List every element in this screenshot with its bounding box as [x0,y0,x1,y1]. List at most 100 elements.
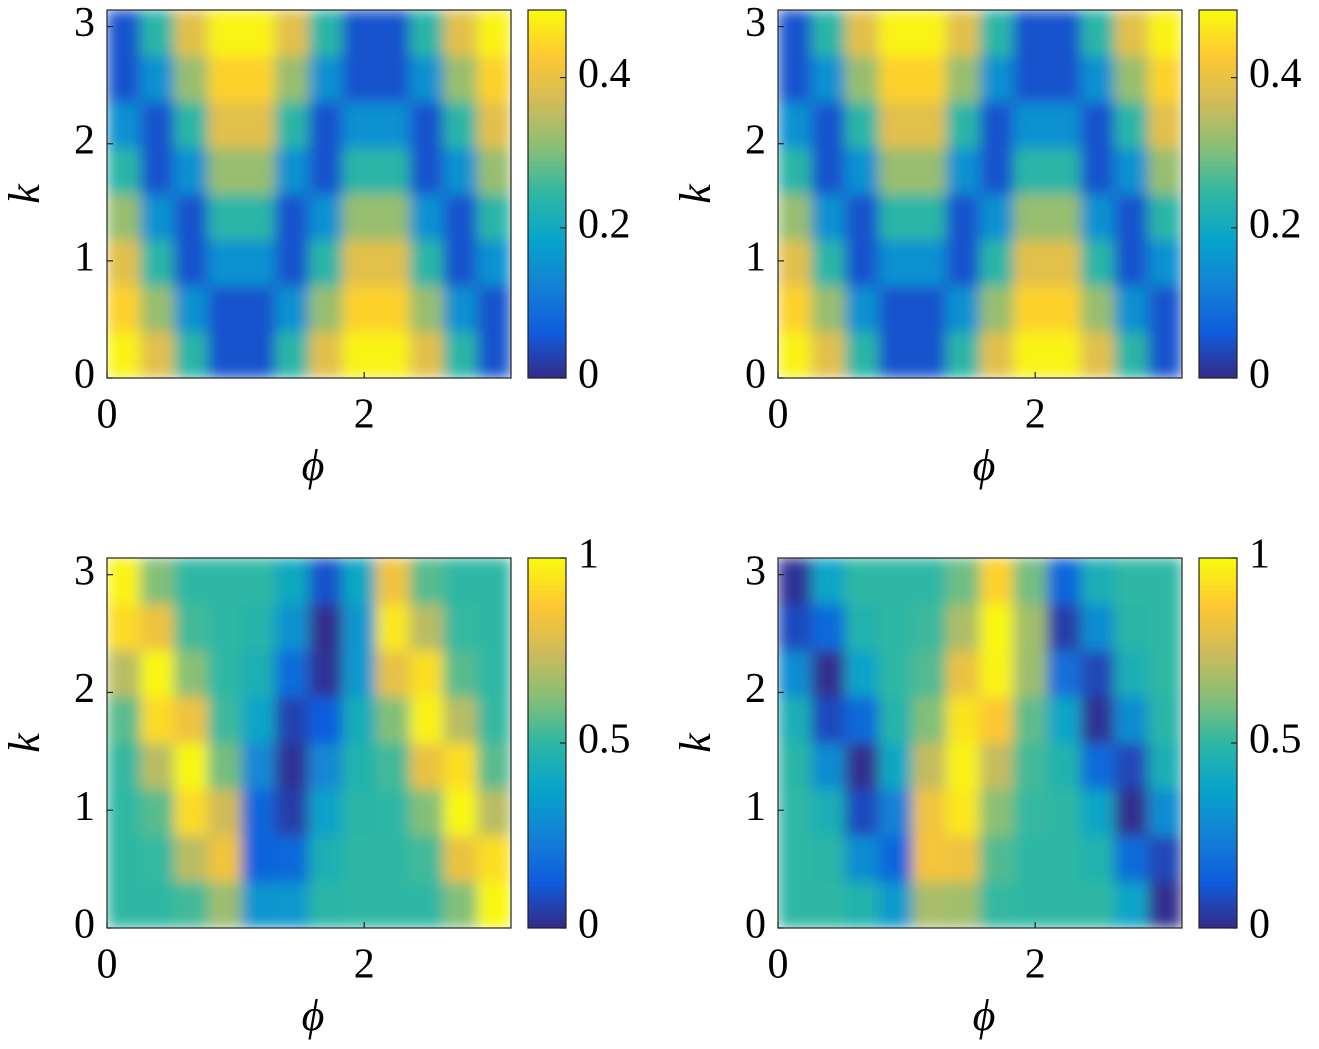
colorbar-slice [528,844,566,850]
heatmap-cell [845,742,880,790]
heatmap-cell [845,558,880,605]
colorbar-slice [528,853,566,859]
heatmap-cell [376,788,411,836]
heatmap-cell [1047,696,1082,744]
colorbar-slice [1199,331,1237,337]
heatmap-cell [241,285,276,333]
heatmap-cell [107,788,141,836]
heatmap-cell [878,881,913,928]
heatmap-cell [477,742,511,790]
colorbar-slice [528,299,566,305]
y-tick-label: 0 [745,902,766,948]
heatmap-cell [811,881,846,928]
colorbar-slice [528,904,566,910]
y-tick-label: 1 [74,235,95,281]
colorbar-slice [528,32,566,38]
heatmap-cell [878,835,913,883]
heatmap-cell [778,742,812,790]
heatmap-cell [342,835,377,883]
colorbar-slice [528,184,566,190]
heatmap-cell [342,193,377,241]
heatmap-cell [308,10,343,57]
heatmap-cell [878,147,913,195]
heatmap-cell [1148,558,1182,605]
heatmap-cell [778,55,812,103]
heatmap-cell [811,788,846,836]
colorbar-slice [1199,14,1237,20]
colorbar-slice [528,687,566,693]
colorbar-slice [528,9,566,15]
colorbar-slice [528,761,566,767]
heatmap-cell [912,788,947,836]
heatmap-cell [878,331,913,378]
colorbar-slice [528,640,566,647]
heatmap-cell [1148,881,1182,928]
heatmap-cell [1114,331,1149,378]
colorbar-slice [528,714,566,721]
colorbar-slice [528,839,566,846]
colorbar-slice [1199,617,1237,624]
heatmap-cell [477,193,511,241]
colorbar-slice [528,359,566,365]
colorbar-slice [528,830,566,836]
heatmap-cell [1047,603,1082,651]
heatmap-cell [878,10,913,57]
heatmap-cell [1080,881,1115,928]
colorbar-slice [1199,821,1237,827]
heatmap-cell [140,835,175,883]
heatmap-cell [376,742,411,790]
heatmap-cell [308,239,343,287]
heatmap-cell [845,788,880,836]
heatmap-cell [1047,147,1082,195]
colorbar-slice [1199,816,1237,822]
colorbar-tick-label: 0.5 [578,717,631,763]
heatmap-cell [409,285,444,333]
heatmap-cell [409,331,444,378]
heatmap-cell [1114,788,1149,836]
heatmap-cell [778,558,812,605]
heatmap-cell [1148,147,1182,195]
colorbar-slice [1199,193,1237,199]
heatmap-cell [207,55,242,103]
heatmap-cell [376,193,411,241]
heatmap-cell [912,742,947,790]
heatmap-cells [778,10,1182,378]
heatmap-cell [1148,835,1182,883]
heatmap-cell [342,881,377,928]
colorbar-slice [528,728,566,735]
colorbar-slice [528,138,566,144]
colorbar-slice [1199,124,1237,130]
heatmap-cell [308,331,343,378]
colorbar-slice [1199,248,1237,255]
heatmap-cell [979,650,1014,698]
heatmap-cell [107,835,141,883]
heatmap-cell [878,55,913,103]
heatmap-cell [342,742,377,790]
colorbar-slice [528,46,566,52]
colorbar-slice [1199,363,1237,370]
heatmap-cell [477,881,511,928]
colorbar-slice [1199,728,1237,735]
heatmap-cell [443,835,478,883]
heatmap-cell [275,10,310,57]
colorbar-slice [1199,147,1237,153]
heatmap-cell [342,10,377,57]
colorbar-slice [528,14,566,20]
heatmap-cell [946,147,981,195]
heatmap [107,558,511,928]
colorbar-slice [528,221,566,227]
colorbar-slice [1199,788,1237,795]
heatmap-cell [443,788,478,836]
heatmap-cell [207,147,242,195]
heatmap-cell [946,331,981,378]
heatmap-cell [477,147,511,195]
heatmap-cell [477,558,511,605]
colorbar-slice [1199,664,1237,670]
heatmap-cell [979,835,1014,883]
colorbar-slice [1199,742,1237,748]
heatmap-cell [878,696,913,744]
colorbar-slice [528,705,566,711]
colorbar-slice [1199,872,1237,878]
colorbar-slice [1199,129,1237,135]
heatmap-cell [878,101,913,149]
